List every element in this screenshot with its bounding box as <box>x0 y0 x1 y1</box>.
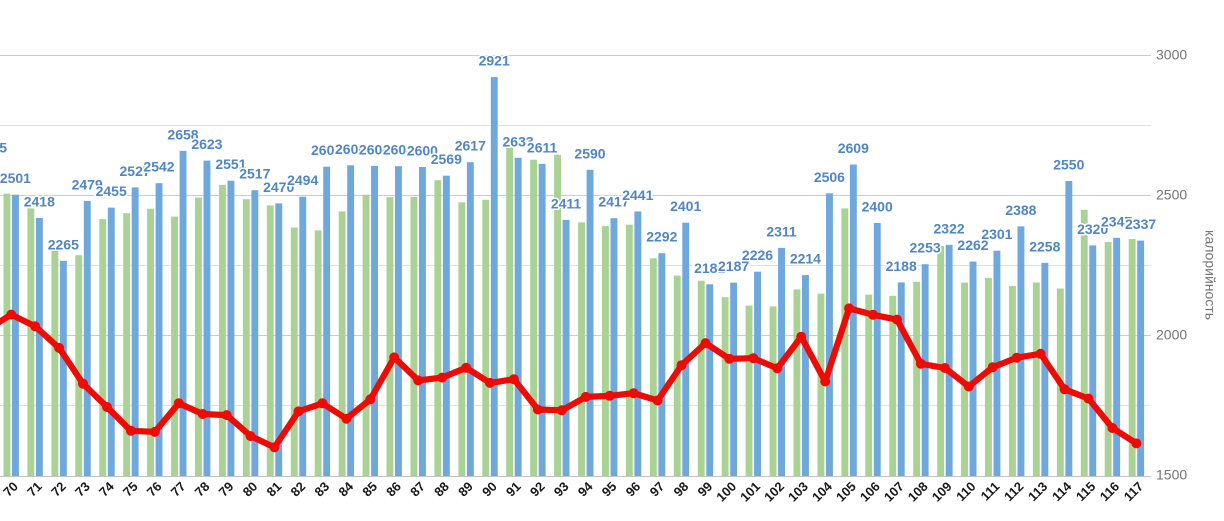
svg-text:2527: 2527 <box>120 163 151 179</box>
svg-text:2506: 2506 <box>814 169 845 185</box>
svg-text:2181: 2181 <box>694 260 725 276</box>
svg-text:2517: 2517 <box>239 166 270 182</box>
svg-text:2609: 2609 <box>838 140 869 156</box>
svg-text:2441: 2441 <box>622 187 653 203</box>
svg-text:2417: 2417 <box>598 194 629 210</box>
svg-text:2601: 2601 <box>311 142 342 158</box>
svg-text:2470: 2470 <box>263 179 294 195</box>
svg-text:2550: 2550 <box>1053 157 1084 173</box>
svg-text:2337: 2337 <box>1125 216 1156 232</box>
svg-text:2606: 2606 <box>335 141 366 157</box>
svg-text:калорийность: калорийность <box>1203 230 1219 320</box>
svg-text:2455: 2455 <box>96 183 127 199</box>
svg-text:2633: 2633 <box>503 133 534 149</box>
svg-text:2322: 2322 <box>934 220 965 236</box>
svg-text:2187: 2187 <box>718 258 749 274</box>
svg-text:2675: 2675 <box>0 140 7 156</box>
svg-text:2265: 2265 <box>48 236 79 252</box>
svg-text:3000: 3000 <box>1156 47 1187 63</box>
svg-text:2611: 2611 <box>527 139 558 155</box>
svg-text:2401: 2401 <box>670 198 701 214</box>
svg-text:2604: 2604 <box>359 141 390 157</box>
svg-text:2226: 2226 <box>742 247 773 263</box>
svg-text:2253: 2253 <box>910 240 941 256</box>
svg-text:2262: 2262 <box>957 237 988 253</box>
svg-text:2214: 2214 <box>790 251 821 267</box>
svg-text:2658: 2658 <box>167 126 198 142</box>
svg-text:2400: 2400 <box>862 199 893 215</box>
svg-text:2569: 2569 <box>431 151 462 167</box>
svg-text:2603: 2603 <box>383 142 414 158</box>
svg-text:2411: 2411 <box>551 195 582 211</box>
svg-text:2301: 2301 <box>981 226 1012 242</box>
svg-text:1500: 1500 <box>1156 467 1187 483</box>
svg-text:2501: 2501 <box>0 170 31 186</box>
svg-text:2311: 2311 <box>766 223 797 239</box>
svg-text:2500: 2500 <box>1156 187 1187 203</box>
svg-text:2921: 2921 <box>479 53 510 69</box>
svg-text:2590: 2590 <box>574 145 605 161</box>
svg-text:2479: 2479 <box>72 176 103 192</box>
svg-text:2542: 2542 <box>143 159 174 175</box>
svg-text:2617: 2617 <box>455 138 486 154</box>
svg-text:2347: 2347 <box>1101 213 1132 229</box>
svg-text:2551: 2551 <box>215 156 246 172</box>
svg-text:2188: 2188 <box>886 258 917 274</box>
svg-text:2623: 2623 <box>191 136 222 152</box>
svg-text:2418: 2418 <box>24 194 55 210</box>
svg-text:2388: 2388 <box>1005 202 1036 218</box>
svg-text:2292: 2292 <box>646 229 677 245</box>
svg-text:2000: 2000 <box>1156 327 1187 343</box>
svg-text:2320: 2320 <box>1077 221 1108 237</box>
svg-text:2258: 2258 <box>1029 238 1060 254</box>
svg-text:2600: 2600 <box>407 143 438 159</box>
svg-text:2494: 2494 <box>287 172 318 188</box>
